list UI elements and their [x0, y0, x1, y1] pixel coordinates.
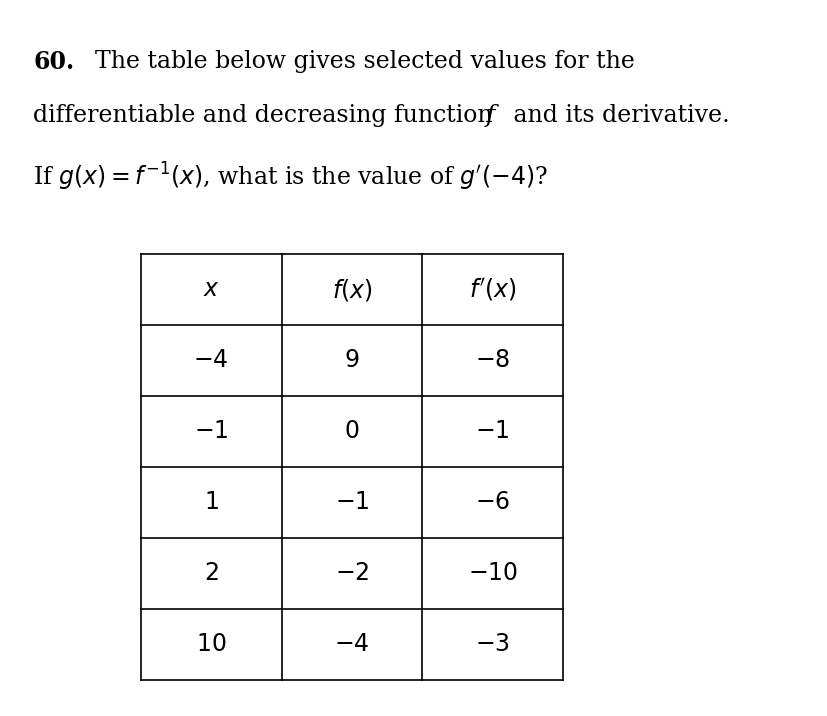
Text: $x$: $x$ [203, 279, 219, 301]
Text: differentiable and decreasing function: differentiable and decreasing function [33, 104, 500, 127]
Text: $f(x)$: $f(x)$ [331, 276, 372, 303]
Text: $-1$: $-1$ [334, 491, 369, 514]
Text: $-6$: $-6$ [475, 491, 509, 514]
Text: $f'(x)$: $f'(x)$ [468, 276, 516, 303]
Text: 60.: 60. [33, 50, 74, 74]
Text: If $g(x) = f^{-1}(x)$, what is the value of $g'(-4)$?: If $g(x) = f^{-1}(x)$, what is the value… [33, 161, 547, 193]
Text: $-4$: $-4$ [334, 633, 369, 656]
Text: $2$: $2$ [203, 562, 218, 585]
Text: $-1$: $-1$ [475, 420, 509, 443]
Text: The table below gives selected values for the: The table below gives selected values fo… [95, 50, 634, 73]
Text: $0$: $0$ [344, 420, 359, 443]
Text: $9$: $9$ [344, 349, 359, 372]
Text: $-1$: $-1$ [194, 420, 228, 443]
Text: and its derivative.: and its derivative. [505, 104, 729, 127]
Text: $1$: $1$ [203, 491, 218, 514]
Text: $10$: $10$ [196, 633, 226, 656]
Text: $-8$: $-8$ [475, 349, 509, 372]
Text: f: f [485, 104, 495, 127]
Text: $-3$: $-3$ [475, 633, 509, 656]
Text: $-4$: $-4$ [194, 349, 228, 372]
Text: $-2$: $-2$ [334, 562, 369, 585]
Text: $-10$: $-10$ [467, 562, 517, 585]
